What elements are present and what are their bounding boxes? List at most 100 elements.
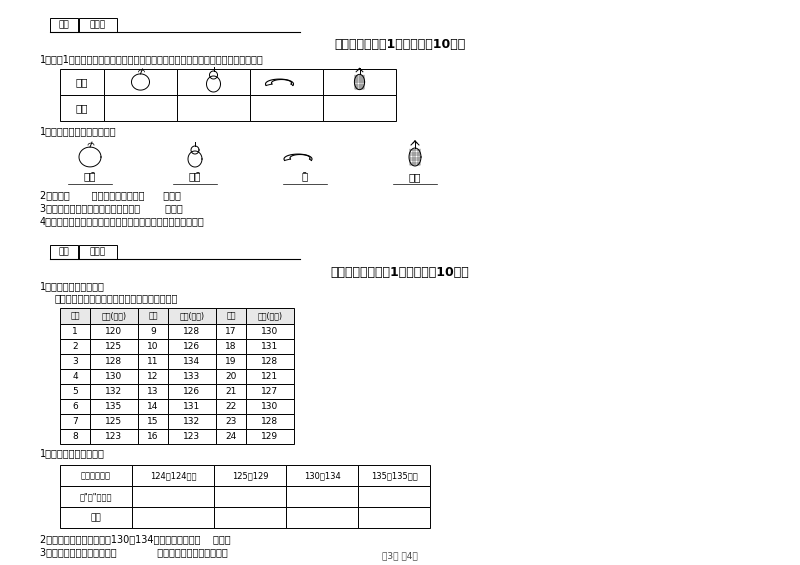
Text: 身高(厘米): 身高(厘米) xyxy=(102,311,126,320)
Text: 下面是希望小学二年级一班女生身高统计情况。: 下面是希望小学二年级一班女生身高统计情况。 xyxy=(55,293,178,303)
Bar xyxy=(138,354,168,369)
Text: 126: 126 xyxy=(183,387,201,396)
Bar xyxy=(216,354,246,369)
Bar xyxy=(323,95,396,121)
Bar xyxy=(250,95,323,121)
Text: 学号: 学号 xyxy=(70,311,80,320)
Text: 评卷人: 评卷人 xyxy=(90,20,106,29)
Bar xyxy=(214,486,286,507)
Text: 125～129: 125～129 xyxy=(232,471,268,480)
Bar xyxy=(60,308,90,324)
Bar xyxy=(168,354,216,369)
Bar xyxy=(138,369,168,384)
Text: 身高(厘米): 身高(厘米) xyxy=(258,311,282,320)
Bar xyxy=(138,399,168,414)
Bar xyxy=(168,308,216,324)
Bar xyxy=(214,465,286,486)
Text: 120: 120 xyxy=(106,327,122,336)
Bar xyxy=(358,507,430,528)
Bar xyxy=(90,308,138,324)
Text: 1、二（1）同学最喜欢吃的水果情况如下表：（每个同学都参加，每人只选一种。）: 1、二（1）同学最喜欢吃的水果情况如下表：（每个同学都参加，每人只选一种。） xyxy=(40,54,264,64)
Text: 130: 130 xyxy=(262,402,278,411)
Text: 134: 134 xyxy=(183,357,201,366)
Bar xyxy=(246,354,294,369)
Bar xyxy=(60,324,90,339)
Bar xyxy=(177,69,250,95)
Text: 画"正"字统计: 画"正"字统计 xyxy=(80,492,112,501)
Bar xyxy=(60,369,90,384)
Bar xyxy=(216,399,246,414)
Bar xyxy=(246,339,294,354)
Bar xyxy=(60,507,132,528)
Text: 128: 128 xyxy=(262,417,278,426)
Bar xyxy=(214,507,286,528)
Text: 1、观察分析，我统计。: 1、观察分析，我统计。 xyxy=(40,281,105,291)
Text: 18: 18 xyxy=(226,342,237,351)
Bar xyxy=(286,486,358,507)
Bar xyxy=(246,414,294,429)
Text: 125: 125 xyxy=(106,342,122,351)
Bar xyxy=(250,69,323,95)
Bar xyxy=(90,399,138,414)
Bar xyxy=(79,245,117,259)
Text: 17: 17 xyxy=(226,327,237,336)
Bar xyxy=(90,339,138,354)
Text: 8: 8 xyxy=(72,432,78,441)
Bar xyxy=(246,308,294,324)
Bar xyxy=(246,399,294,414)
Bar xyxy=(168,414,216,429)
Bar xyxy=(90,369,138,384)
Bar xyxy=(246,324,294,339)
Bar xyxy=(246,369,294,384)
Text: 人数: 人数 xyxy=(90,513,102,522)
Text: 123: 123 xyxy=(183,432,201,441)
Text: 第3页 共4页: 第3页 共4页 xyxy=(382,551,418,560)
Text: 正下: 正下 xyxy=(409,172,422,182)
Bar xyxy=(216,429,246,444)
Text: 125: 125 xyxy=(106,417,122,426)
Text: 2、爱吃（       ）的人数最多，有（      ）人。: 2、爱吃（ ）的人数最多，有（ ）人。 xyxy=(40,190,181,200)
Bar xyxy=(60,69,104,95)
Text: 3、二年级一班女生身高在（             ）厘米范围内的人数最多。: 3、二年级一班女生身高在（ ）厘米范围内的人数最多。 xyxy=(40,547,228,557)
Text: 学号: 学号 xyxy=(226,311,236,320)
Bar xyxy=(132,486,214,507)
Text: 3: 3 xyxy=(72,357,78,366)
Bar xyxy=(79,18,117,32)
Text: 1、完成下面的统计表。: 1、完成下面的统计表。 xyxy=(40,448,105,458)
Bar xyxy=(60,429,90,444)
Text: 7: 7 xyxy=(72,417,78,426)
Text: 十一、附加题（共1大题，共计10分）: 十一、附加题（共1大题，共计10分） xyxy=(330,266,470,279)
Bar xyxy=(138,324,168,339)
Text: 学号: 学号 xyxy=(148,311,158,320)
Bar xyxy=(132,507,214,528)
Bar xyxy=(177,95,250,121)
Bar xyxy=(104,95,177,121)
Bar xyxy=(216,384,246,399)
Text: 身高（厘米）: 身高（厘米） xyxy=(81,471,111,480)
Bar xyxy=(90,414,138,429)
Text: 2、二年级一班女生身高在130～134厘米范围内的有（    ）人。: 2、二年级一班女生身高在130～134厘米范围内的有（ ）人。 xyxy=(40,534,230,544)
Text: 135: 135 xyxy=(106,402,122,411)
Text: 6: 6 xyxy=(72,402,78,411)
Bar xyxy=(168,324,216,339)
Text: 2: 2 xyxy=(72,342,78,351)
Bar xyxy=(138,339,168,354)
Text: 127: 127 xyxy=(262,387,278,396)
Text: 正̄: 正̄ xyxy=(302,172,308,182)
Text: 130: 130 xyxy=(106,372,122,381)
Text: 得分: 得分 xyxy=(58,247,70,257)
Text: 身高(厘米): 身高(厘米) xyxy=(179,311,205,320)
Text: 人数: 人数 xyxy=(76,103,88,113)
Bar xyxy=(90,429,138,444)
Bar xyxy=(168,339,216,354)
Text: 129: 129 xyxy=(262,432,278,441)
Bar xyxy=(216,369,246,384)
Text: 20: 20 xyxy=(226,372,237,381)
Bar xyxy=(60,354,90,369)
Bar xyxy=(138,414,168,429)
Bar xyxy=(132,465,214,486)
Text: 132: 132 xyxy=(183,417,201,426)
Text: 121: 121 xyxy=(262,372,278,381)
Text: 23: 23 xyxy=(226,417,237,426)
Bar xyxy=(50,245,78,259)
